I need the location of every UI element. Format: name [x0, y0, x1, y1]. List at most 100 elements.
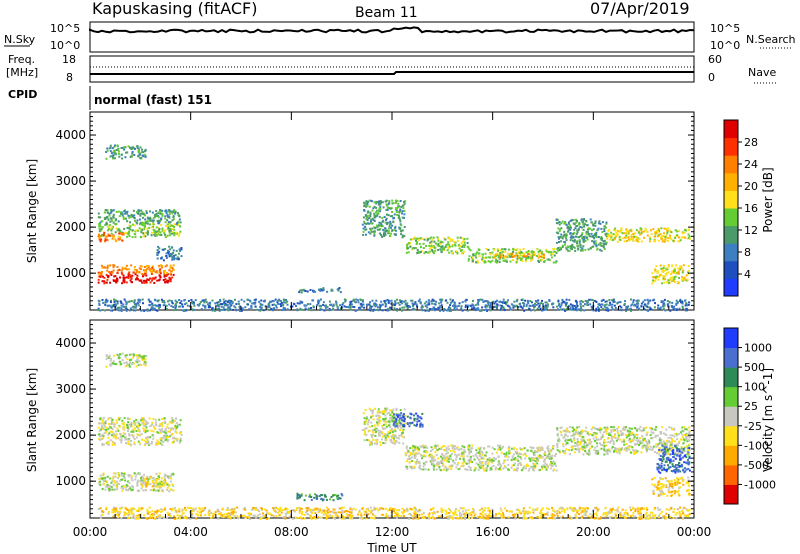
echo-cell — [119, 416, 122, 419]
echo-cell — [447, 237, 450, 240]
echo-cell — [198, 302, 201, 305]
echo-cell — [489, 256, 492, 259]
echo-cell — [369, 215, 372, 218]
echo-cell — [158, 303, 161, 306]
echo-cell — [416, 460, 419, 463]
echo-cell — [117, 416, 120, 419]
echo-cell — [143, 481, 146, 484]
echo-cell — [674, 229, 677, 232]
echo-cell — [413, 467, 416, 469]
echo-cell — [111, 428, 114, 431]
echo-cell — [98, 477, 101, 480]
echo-cell — [386, 206, 389, 209]
echo-cell — [541, 456, 544, 459]
echo-cell — [161, 417, 164, 420]
echo-cell — [161, 428, 164, 431]
echo-cell — [174, 306, 177, 309]
echo-cell — [163, 477, 166, 480]
echo-cell — [142, 274, 145, 277]
echo-cell — [158, 432, 161, 435]
echo-cell — [443, 246, 446, 249]
echo-cell — [131, 223, 134, 226]
echo-cell — [119, 479, 122, 482]
echo-cell — [168, 229, 171, 232]
echo-cell — [401, 306, 404, 309]
echo-cell — [149, 219, 152, 222]
echo-cell — [412, 303, 415, 306]
echo-cell — [152, 277, 155, 280]
echo-cell — [379, 208, 382, 211]
echo-cell — [391, 199, 394, 202]
echo-cell — [140, 433, 143, 436]
echo-cell — [453, 462, 456, 465]
echo-cell — [127, 488, 130, 491]
echo-cell — [586, 301, 589, 304]
echo-cell — [490, 466, 493, 469]
echo-cell — [574, 235, 577, 238]
echo-cell — [437, 457, 440, 460]
echo-cell — [387, 431, 390, 434]
echo-cell — [608, 304, 611, 307]
echo-cell — [386, 412, 389, 415]
echo-cell — [175, 257, 178, 260]
echo-cell — [179, 431, 181, 434]
echo-cell — [325, 498, 328, 501]
echo-cell — [166, 280, 169, 283]
echo-cell — [519, 302, 522, 305]
echo-cell — [548, 450, 550, 453]
echo-cell — [101, 442, 104, 445]
echo-cell — [491, 251, 494, 254]
echo-cell — [624, 300, 626, 303]
echo-cell — [400, 309, 403, 312]
echo-cell — [144, 423, 147, 426]
echo-cell — [402, 204, 405, 207]
echo-cell — [368, 425, 371, 428]
echo-cell — [105, 428, 107, 431]
echo-cell — [530, 301, 533, 304]
echo-cell — [122, 428, 125, 431]
echo-cell — [382, 233, 385, 236]
echo-cell — [446, 309, 448, 312]
echo-cell — [124, 479, 127, 482]
echo-cell — [104, 223, 107, 226]
echo-cell — [433, 302, 436, 305]
echo-cell — [219, 300, 222, 303]
echo-cell — [104, 488, 107, 491]
echo-cell — [144, 443, 147, 446]
echo-cell — [403, 202, 406, 205]
echo-cell — [391, 215, 394, 218]
echo-cell — [131, 479, 134, 482]
echo-cell — [516, 252, 519, 255]
echo-cell — [440, 250, 443, 253]
echo-region — [651, 264, 690, 285]
echo-cell — [101, 299, 104, 301]
echo-cell — [123, 472, 126, 475]
echo-cell — [139, 146, 142, 149]
echo-cell — [508, 248, 510, 251]
echo-cell — [606, 306, 609, 309]
echo-cell — [122, 232, 125, 235]
echo-cell — [512, 469, 515, 471]
echo-cell — [385, 409, 388, 412]
echo-cell — [314, 290, 317, 293]
echo-cell — [152, 228, 155, 231]
echo-cell — [128, 474, 131, 477]
echo-cell — [530, 251, 533, 254]
echo-cell — [141, 356, 144, 359]
echo-cell — [599, 243, 601, 246]
echo-cell — [412, 444, 415, 447]
echo-cell — [460, 252, 463, 255]
echo-cell — [548, 259, 551, 262]
echo-cell — [115, 227, 118, 230]
echo-cell — [150, 267, 153, 270]
echo-cell — [237, 300, 240, 303]
echo-cell — [443, 249, 446, 252]
echo-cell — [677, 240, 680, 243]
echo-cell — [580, 309, 583, 312]
echo-cell — [455, 458, 457, 461]
echo-cell — [149, 277, 152, 280]
echo-cell — [172, 249, 175, 252]
echo-cell — [142, 269, 145, 272]
echo-cell — [663, 264, 665, 267]
echo-cell — [349, 306, 352, 309]
